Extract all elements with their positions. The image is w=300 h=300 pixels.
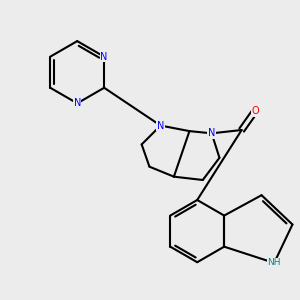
- Text: N: N: [208, 128, 215, 138]
- Text: NH: NH: [267, 258, 281, 267]
- Text: O: O: [251, 106, 259, 116]
- Text: N: N: [157, 121, 164, 130]
- Text: N: N: [100, 52, 108, 62]
- Text: N: N: [74, 98, 81, 108]
